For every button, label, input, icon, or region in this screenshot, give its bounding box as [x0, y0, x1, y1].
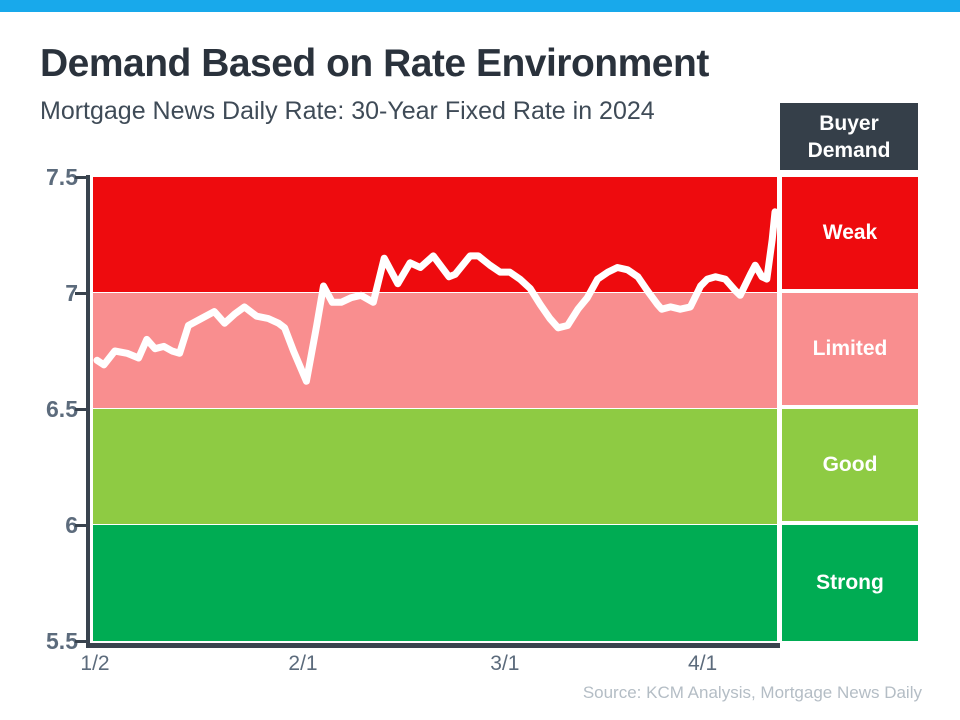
buyer-demand-legend-column: Weak Limited Good Strong [782, 177, 918, 641]
demand-band-good [93, 409, 777, 525]
rate-line-chart [93, 208, 779, 385]
rate-line [93, 208, 779, 385]
legend-row-strong: Strong [782, 525, 918, 641]
y-tick-mark [75, 292, 87, 295]
x-tick-label: 3/1 [490, 652, 520, 675]
legend-row-weak: Weak [782, 177, 918, 289]
y-tick-label: 6.5 [46, 396, 78, 422]
top-accent-bar [0, 0, 960, 12]
page-title: Demand Based on Rate Environment [40, 42, 709, 85]
y-tick-label: 7 [65, 280, 78, 306]
legend-row-label: Strong [816, 571, 884, 594]
y-tick-mark [75, 408, 87, 411]
y-tick-mark [75, 640, 87, 643]
x-tick-label: 1/2 [80, 652, 110, 675]
x-tick-label: 4/1 [688, 652, 718, 675]
y-axis-line [86, 175, 90, 648]
legend-row-label: Good [822, 453, 878, 476]
x-axis-line [86, 643, 780, 648]
y-tick-mark [75, 176, 87, 179]
demand-band-strong [93, 525, 777, 641]
legend-row-label: Limited [812, 337, 888, 360]
demand-band-weak [93, 177, 777, 293]
legend-row-good: Good [782, 409, 918, 521]
buyer-demand-header: Buyer Demand [780, 103, 918, 170]
y-tick-label: 7.5 [46, 164, 78, 190]
y-tick-label: 5.5 [46, 628, 78, 654]
x-tick-label: 2/1 [288, 652, 318, 675]
buyer-demand-header-line2: Demand [807, 138, 891, 162]
page-subtitle: Mortgage News Daily Rate: 30-Year Fixed … [40, 97, 655, 125]
y-tick-mark [75, 524, 87, 527]
buyer-demand-header-line1: Buyer [819, 111, 879, 135]
legend-row-label: Weak [822, 221, 878, 244]
source-attribution: Source: KCM Analysis, Mortgage News Dail… [582, 683, 922, 702]
y-tick-label: 6 [65, 512, 78, 538]
legend-row-limited: Limited [782, 293, 918, 405]
